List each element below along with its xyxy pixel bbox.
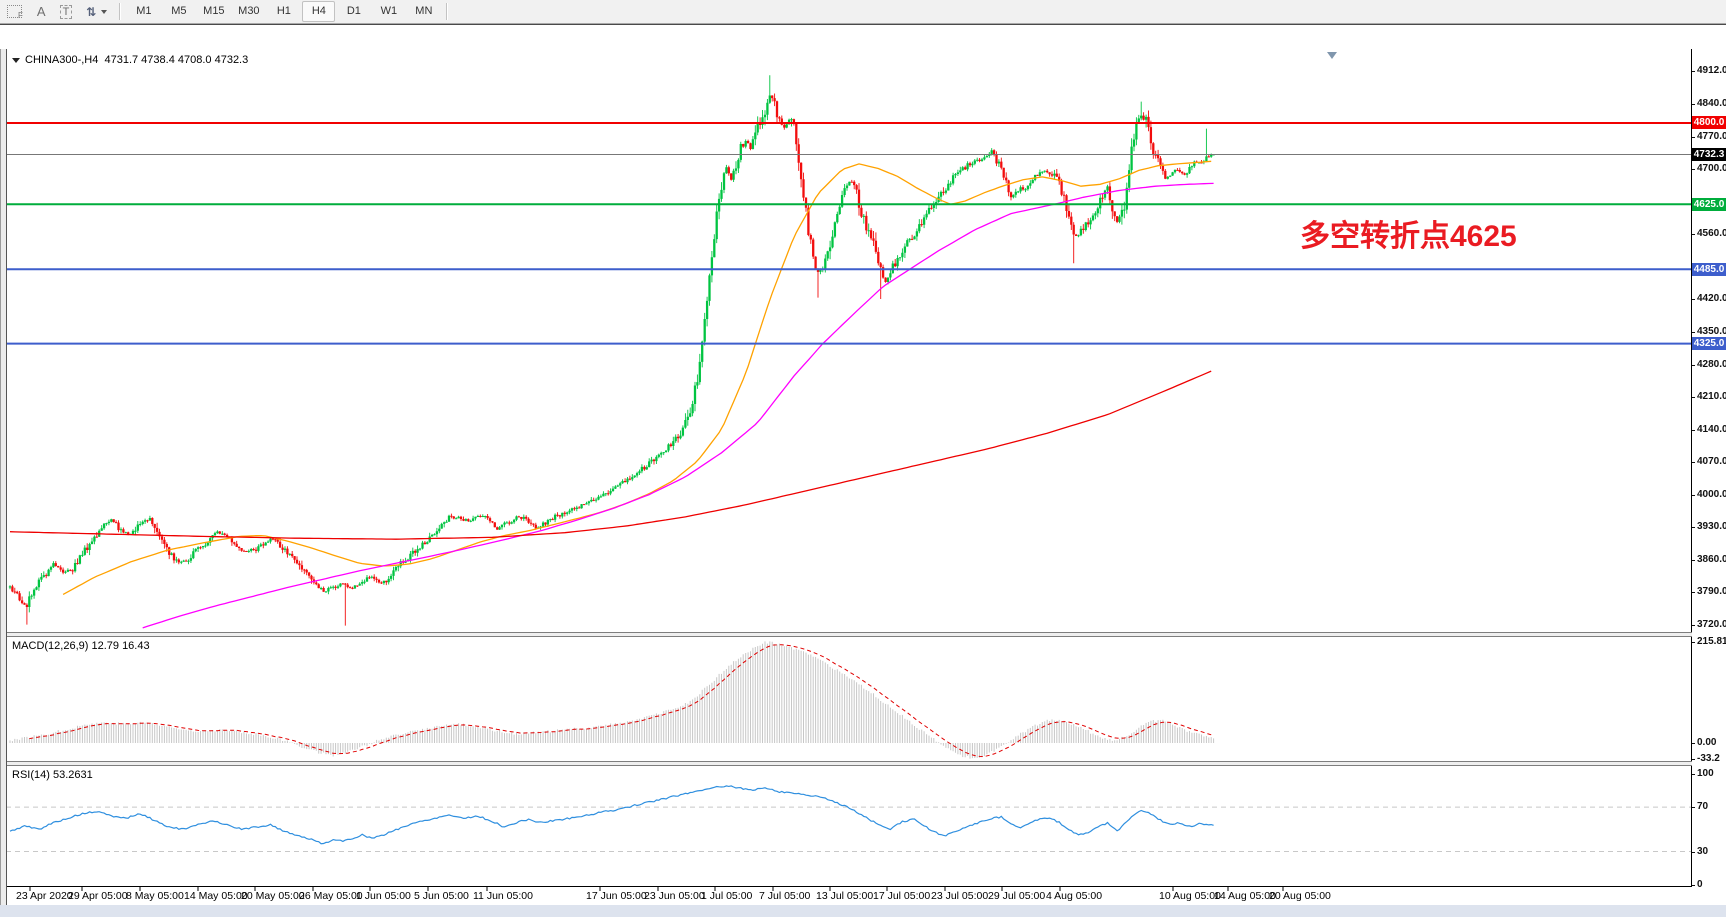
price-tick-label: 30: [1697, 845, 1709, 857]
timeframe-button-h1[interactable]: H1: [276, 5, 291, 17]
chart-symbol-header: CHINA300-,H4 4731.7 4738.4 4708.0 4732.3: [12, 54, 248, 66]
cycle-arrows-icon: ⇅: [86, 4, 97, 19]
price-tick-label: 4000.0: [1697, 488, 1726, 500]
price-tick-mark: [1692, 136, 1695, 138]
chevron-down-icon[interactable]: [101, 9, 108, 14]
price-tick-mark: [1692, 364, 1695, 366]
price-tick-label: 4770.0: [1697, 130, 1726, 142]
price-tick-mark: [1692, 851, 1695, 853]
level-badge-4800.0: 4800.0: [1692, 116, 1726, 130]
price-tick-label: 3860.0: [1697, 553, 1726, 565]
timeframe-button-h4[interactable]: H4: [302, 1, 336, 22]
price-tick-mark: [1692, 494, 1695, 496]
price-tick-label: 100: [1697, 767, 1714, 779]
price-tick-mark: [1692, 624, 1695, 626]
letter-a-tool-button[interactable]: A: [30, 2, 53, 21]
price-tick-label: -33.2: [1697, 752, 1720, 764]
price-tick-label: 3930.0: [1697, 521, 1726, 533]
rsi-value: 53.2631: [52, 769, 93, 781]
price-tick-mark: [1692, 234, 1695, 236]
app-toolbar: F A T ⇅ M1 M5 M15 M30 H1 H4 D1 W1 MN: [0, 0, 1726, 24]
price-tick-label: 4420.0: [1697, 293, 1726, 305]
price-tick-mark: [1692, 169, 1695, 171]
price-tick-label: 4840.0: [1697, 98, 1726, 110]
time-axis: 23 Apr 2020 29 Apr 05:00 8 May 05:00 14 May…: [6, 887, 1692, 905]
price-tick-label: 4700.0: [1697, 163, 1726, 175]
price-tick-mark: [1692, 758, 1695, 760]
price-tick-label: 3720.0: [1697, 618, 1726, 630]
price-tick-mark: [1692, 462, 1695, 464]
price-axis: 4912.0 4840.0 4770.0 4700.0 4560.0 4420.0 4350…: [1692, 49, 1726, 905]
timeframe-button-d1[interactable]: D1: [346, 5, 361, 17]
rsi-pane-header: RSI(14) 53.2631: [12, 769, 93, 781]
symbol-cycle-tool-button[interactable]: ⇅: [79, 2, 114, 21]
toolbar-separator: [119, 3, 122, 20]
price-tick-label: 0: [1697, 878, 1703, 890]
text-tool-icon: T: [59, 4, 73, 19]
level-badge-4625.0: 4625.0: [1692, 197, 1726, 211]
chart-window: CHINA300-,H4 4731.7 4738.4 4708.0 4732.3…: [0, 24, 1726, 917]
price-tick-mark: [1692, 743, 1695, 744]
price-tick-label: 4560.0: [1697, 228, 1726, 240]
window-left-frame: [0, 49, 7, 905]
toolbar-separator: [446, 3, 449, 20]
price-tick-label: 4280.0: [1697, 358, 1726, 370]
price-tick-mark: [1692, 592, 1695, 594]
timeframe-button-mn[interactable]: MN: [415, 5, 433, 17]
letter-a-icon: A: [36, 4, 46, 19]
symbol-dropdown-icon[interactable]: [12, 58, 20, 63]
price-tick-label: 3790.0: [1697, 586, 1726, 598]
price-tick-mark: [1692, 807, 1695, 809]
price-tick-mark: [1692, 70, 1695, 72]
pane-splitter[interactable]: [0, 761, 1726, 766]
chart-ohlc-label: 4731.7 4738.4 4708.0 4732.3: [104, 54, 249, 66]
macd-values: 12.79 16.43: [91, 640, 150, 652]
pane-splitter[interactable]: [0, 632, 1726, 637]
current-price-badge: 4732.3: [1692, 147, 1726, 161]
timeframe-button-m1[interactable]: M1: [136, 5, 152, 17]
price-tick-mark: [1692, 559, 1695, 561]
window-bottom-strip: [0, 905, 1726, 917]
price-tick-mark: [1692, 642, 1695, 643]
timeframe-button-w1[interactable]: W1: [380, 5, 398, 17]
timeframe-button-m15[interactable]: M15: [203, 5, 225, 17]
price-tick-mark: [1692, 299, 1695, 301]
rsi-title: RSI(14): [12, 769, 50, 781]
price-tick-mark: [1692, 527, 1695, 529]
price-tick-label: 4912.0: [1697, 64, 1726, 76]
macd-title: MACD(12,26,9): [12, 640, 89, 652]
price-tick-mark: [1692, 332, 1695, 333]
price-tick-label: 4070.0: [1697, 456, 1726, 468]
timeframe-group: M1 M5 M15 M30 H1 H4 D1 W1 MN: [126, 1, 441, 22]
price-tick-mark: [1692, 884, 1695, 886]
macd-pane-header: MACD(12,26,9) 12.79 16.43: [12, 640, 150, 652]
price-annotation-text: 多空转折点4625: [1300, 220, 1517, 253]
level-badge-4485.0: 4485.0: [1692, 262, 1726, 276]
pattern-tool-icon: [7, 5, 22, 18]
timeframe-button-m5[interactable]: M5: [171, 5, 187, 17]
price-tick-label: 4210.0: [1697, 391, 1726, 403]
price-tick-label: 0.00: [1697, 737, 1717, 748]
pattern-tool-label: F: [18, 11, 23, 20]
level-badge-4325.0: 4325.0: [1692, 337, 1726, 351]
price-tick-mark: [1692, 429, 1695, 431]
price-tick-label: 70: [1697, 801, 1709, 813]
price-tick-label: 4140.0: [1697, 423, 1726, 435]
price-tick-label: 4350.0: [1697, 326, 1726, 337]
chart-symbol-label: CHINA300-,H4: [25, 54, 99, 66]
timeframe-button-m30[interactable]: M30: [238, 5, 260, 17]
text-tool-button[interactable]: T: [53, 2, 80, 21]
price-tick-label: 215.81: [1697, 636, 1726, 647]
price-tick-mark: [1692, 104, 1695, 106]
price-tick-mark: [1692, 397, 1695, 399]
main-chart-canvas[interactable]: [6, 49, 1692, 905]
price-tick-mark: [1692, 773, 1695, 775]
chart-shift-marker-icon: [1327, 52, 1337, 59]
pattern-tool-button[interactable]: F: [0, 2, 30, 21]
